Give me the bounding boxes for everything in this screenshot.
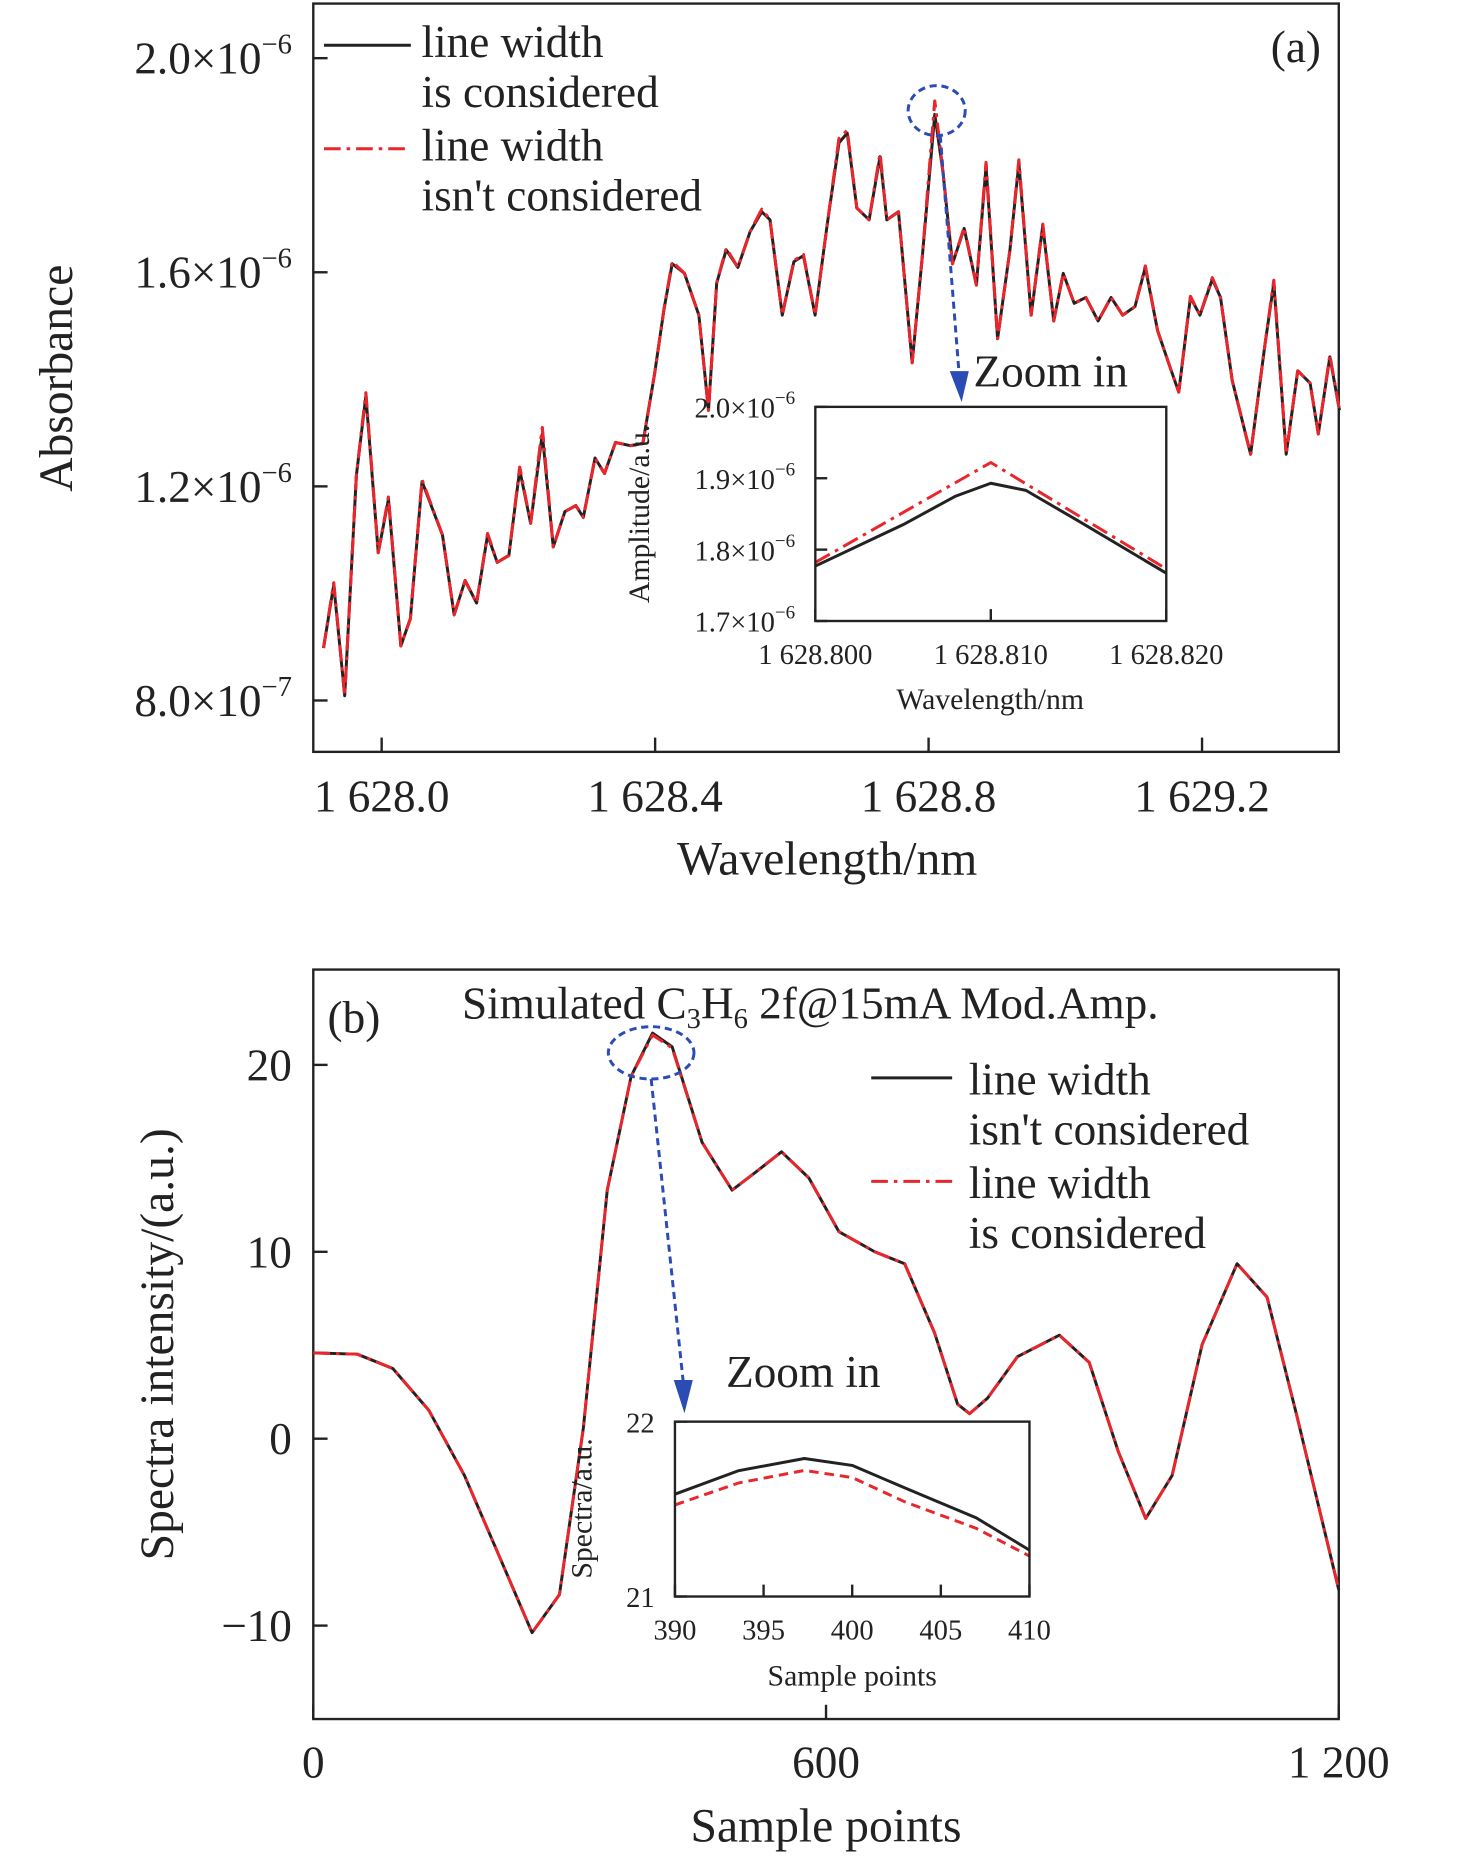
inset-b-xtick-label: 400 [831, 1615, 874, 1646]
inset-a-ytick-label: 1.8×10−6 [695, 531, 796, 567]
panel-b-title: Simulated C3H6 2f@15mA Mod.Amp. [462, 978, 1159, 1035]
panel-b-frame [312, 968, 1340, 1721]
panel-a-xlabel: Wavelength/nm [677, 833, 977, 885]
inset-a-ytick-label: 1.9×10−6 [695, 460, 796, 496]
legend-b-2-line1: line width [969, 1158, 1151, 1208]
inset-a-ytick-label: 1.7×10−6 [695, 602, 796, 638]
ytick-exponent: −6 [775, 388, 795, 409]
panel-a: 1 628.0 1 628.4 1 628.8 1 629.2 8.0×10−7 1.2×… [31, 2, 1341, 885]
legend-b-1-line1: line width [969, 1054, 1151, 1104]
ytick-base: 2.0×10 [134, 34, 261, 84]
ytick-base: 8.0×10 [134, 676, 261, 726]
ytick-label: 10 [247, 1227, 292, 1277]
inset-a-xlabel: Wavelength/nm [896, 683, 1084, 716]
inset-a-ylabel: Amplitude/a.u. [623, 425, 656, 603]
panel-b-xlabel: Sample points [691, 1801, 962, 1853]
panel-a-ytick-label: 8.0×10−7 [134, 672, 292, 726]
xtick-label: 0 [302, 1737, 325, 1787]
zoom-circle-a [906, 84, 967, 138]
inset-b-xtick-label: 410 [1008, 1615, 1051, 1646]
ytick-base: 1.6×10 [134, 248, 261, 298]
ytick-label: −10 [221, 1601, 292, 1651]
zoom-arrow-a [938, 135, 961, 377]
panel-b: 0 600 1 200 −10 0 10 20 Sample points Spectra … [132, 968, 1390, 1853]
title-part: Simulated C [462, 978, 687, 1028]
panel-b-legend: line width isn't considered line width i… [871, 1054, 1250, 1258]
inset-b-xlabel: Sample points [768, 1660, 937, 1693]
title-part: H [701, 978, 734, 1028]
zoom-label-a: Zoom in [974, 347, 1128, 397]
ytick-exponent: −6 [262, 30, 292, 61]
ytick-base: 1.8×10 [695, 536, 775, 567]
panel-a-ytick-label: 2.0×10−6 [134, 30, 292, 84]
inset-a-series-not-considered [814, 461, 1168, 571]
ytick-exponent: −6 [262, 244, 292, 275]
panel-a-ytick-label: 1.2×10−6 [134, 458, 292, 512]
title-subscript: 3 [687, 1004, 701, 1035]
inset-b-series-not-considered [674, 1457, 1031, 1552]
inset-a-bg [815, 406, 1167, 621]
ytick-exponent: −6 [775, 602, 795, 623]
legend-a-1-line1: line width [422, 17, 604, 67]
panel-a-ytick-label: 1.6×10−6 [134, 244, 292, 298]
inset-b-ylabel: Spectra/a.u. [566, 1438, 599, 1578]
inset-b-xtick-label: 395 [742, 1615, 785, 1646]
panel-a-legend: line width is considered line width isn'… [324, 17, 703, 221]
xtick-label: 1 628.0 [314, 771, 450, 821]
ytick-exponent: −6 [775, 531, 795, 552]
inset-a: 1 628.800 1 628.810 1 628.8201.7×10−61.8×1… [623, 388, 1224, 716]
ytick-base: 1.9×10 [695, 465, 775, 496]
xtick-label: 1 200 [1288, 1737, 1390, 1787]
zoom-arrow-b [649, 1078, 685, 1383]
xtick-label: 1 628.4 [587, 771, 723, 821]
ytick-exponent: −6 [775, 460, 795, 481]
inset-b: 390 395 400 405 410 21 22 Sample points Spectr… [566, 1408, 1051, 1692]
panel-a-ylabel: Absorbance [31, 265, 83, 492]
legend-b-1-line2: isn't considered [969, 1104, 1250, 1154]
ytick-base: 1.7×10 [695, 608, 775, 639]
legend-a-2-line1: line width [422, 121, 604, 171]
inset-b-bg [674, 1421, 1030, 1597]
inset-b-ytick-label: 21 [626, 1583, 655, 1614]
inset-a-xtick-label: 1 628.800 [758, 640, 872, 671]
xtick-label: 1 629.2 [1134, 771, 1270, 821]
ytick-base: 2.0×10 [695, 394, 775, 425]
ytick-label: 20 [247, 1040, 292, 1090]
ytick-base: 1.2×10 [134, 462, 261, 512]
inset-b-xtick-label: 390 [654, 1615, 697, 1646]
series-line-considered [313, 1033, 1341, 1635]
xtick-label: 600 [792, 1737, 860, 1787]
inset-a-xtick-label: 1 628.820 [1109, 640, 1223, 671]
legend-b-2-line2: is considered [969, 1208, 1207, 1258]
inset-b-ytick-label: 22 [626, 1408, 655, 1439]
xtick-label: 1 628.8 [861, 771, 997, 821]
title-subscript: 6 [734, 1004, 748, 1035]
title-part: 2f@15mA Mod.Amp. [748, 978, 1159, 1028]
legend-a-2-line2: isn't considered [422, 171, 703, 221]
ytick-exponent: −6 [262, 458, 292, 489]
zoom-arrowhead-b [673, 1380, 693, 1414]
panel-b-label: (b) [328, 993, 381, 1043]
series-line-not-considered-overlay [322, 99, 1341, 698]
inset-b-xtick-label: 405 [919, 1615, 962, 1646]
ytick-exponent: −7 [262, 672, 292, 703]
zoom-circle-b [606, 1025, 696, 1081]
ytick-label: 0 [269, 1414, 292, 1464]
panel-b-ylabel: Spectra intensity/(a.u.) [132, 1128, 184, 1560]
zoom-arrowhead-a [949, 371, 969, 403]
inset-b-series-considered [674, 1468, 1031, 1558]
inset-a-ytick-label: 2.0×10−6 [695, 388, 796, 424]
inset-a-xtick-label: 1 628.810 [934, 640, 1048, 671]
inset-a-series-considered [814, 481, 1168, 575]
panel-a-frame [312, 2, 1340, 754]
legend-a-1-line2: is considered [422, 67, 660, 117]
panel-a-label: (a) [1271, 22, 1321, 72]
zoom-label-b: Zoom in [726, 1347, 880, 1397]
